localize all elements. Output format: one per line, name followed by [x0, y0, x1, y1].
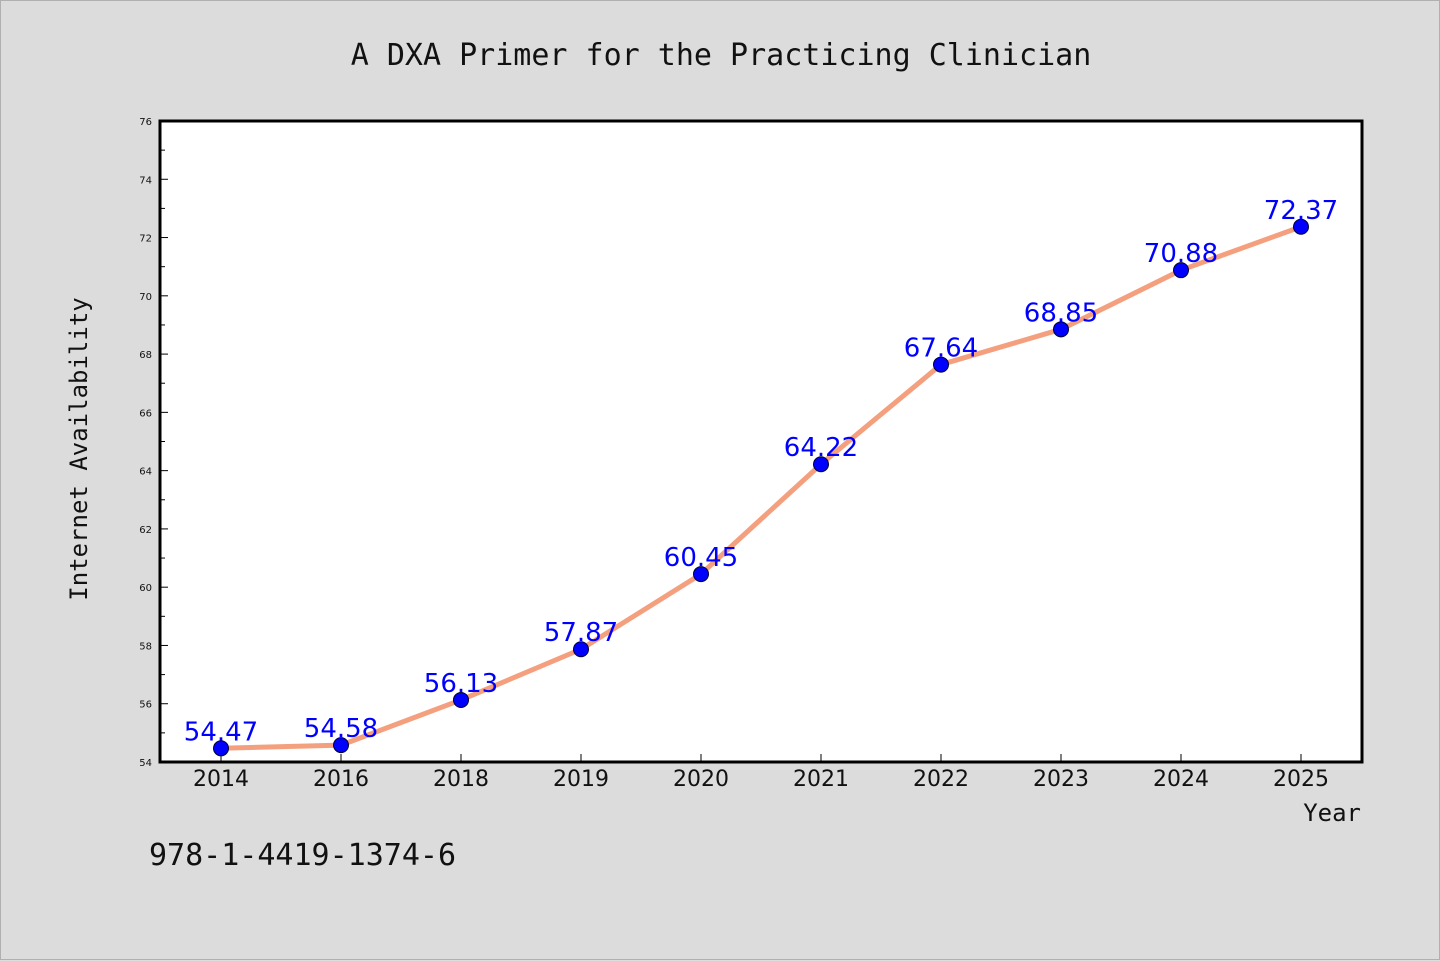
y-tick-label: 66: [139, 408, 152, 419]
x-tick-label: 2025: [1273, 767, 1329, 792]
y-tick-label: 58: [139, 641, 152, 652]
y-tick-label: 70: [139, 292, 152, 303]
data-point: [213, 740, 229, 757]
data-label: 68.85: [1024, 298, 1098, 328]
y-axis-label: Internet Availability: [65, 297, 93, 600]
data-label: 67.64: [904, 334, 978, 364]
y-tick-label: 68: [139, 350, 152, 361]
y-tick-label: 60: [139, 583, 152, 594]
y-tick-label: 64: [139, 467, 152, 478]
plot-area: [158, 119, 1364, 764]
data-point: [453, 691, 469, 708]
data-point: [573, 641, 589, 658]
y-tick-label: 76: [139, 117, 152, 128]
data-label: 60.45: [664, 543, 738, 573]
x-tick-label: 2021: [793, 767, 849, 792]
y-tick-label: 56: [139, 700, 152, 711]
y-axis: 54 56 58 60 62 64 66 68 70 72 74 76: [139, 117, 168, 769]
x-axis-label: Year: [1303, 799, 1361, 827]
data-point: [693, 566, 709, 583]
x-tick-label: 2020: [673, 767, 729, 792]
data-label: 64.22: [784, 433, 858, 463]
data-label-layer: 54.47 54.58 56.13 57.87 60.45 64.22 67.64 68.85…: [184, 196, 1338, 748]
series-line: [218, 224, 1304, 751]
data-label: 56.13: [424, 669, 498, 699]
data-label: 54.47: [184, 717, 258, 747]
y-tick-label: 74: [139, 175, 152, 186]
data-label: 57.87: [544, 618, 618, 648]
x-tick-label: 2016: [313, 767, 369, 792]
data-point: [1293, 218, 1309, 235]
y-tick-label: 62: [139, 525, 152, 536]
data-label: 54.58: [304, 714, 378, 744]
isbn-annotation: 978-1-4419-1374-6: [149, 838, 456, 873]
x-tick-label: 2014: [193, 767, 249, 792]
data-point: [333, 737, 349, 754]
series-layer: [213, 218, 1309, 757]
x-tick-label: 2018: [433, 767, 489, 792]
x-tick-label: 2023: [1033, 767, 1089, 792]
x-axis: 2014 2016 2018 2019 2020 2021 2022 2023 2024 2025: [193, 754, 1329, 792]
data-label: 70.88: [1144, 239, 1218, 269]
data-point: [813, 456, 829, 473]
data-point: [933, 356, 949, 373]
x-tick-label: 2022: [913, 767, 969, 792]
x-tick-label: 2019: [553, 767, 609, 792]
data-label: 72.37: [1264, 196, 1338, 226]
x-tick-label: 2024: [1153, 767, 1209, 792]
y-tick-label: 54: [139, 758, 152, 769]
y-tick-label: 72: [139, 234, 152, 245]
data-point: [1173, 262, 1189, 279]
chart-title: A DXA Primer for the Practicing Clinicia…: [351, 38, 1092, 73]
data-point: [1053, 321, 1069, 338]
